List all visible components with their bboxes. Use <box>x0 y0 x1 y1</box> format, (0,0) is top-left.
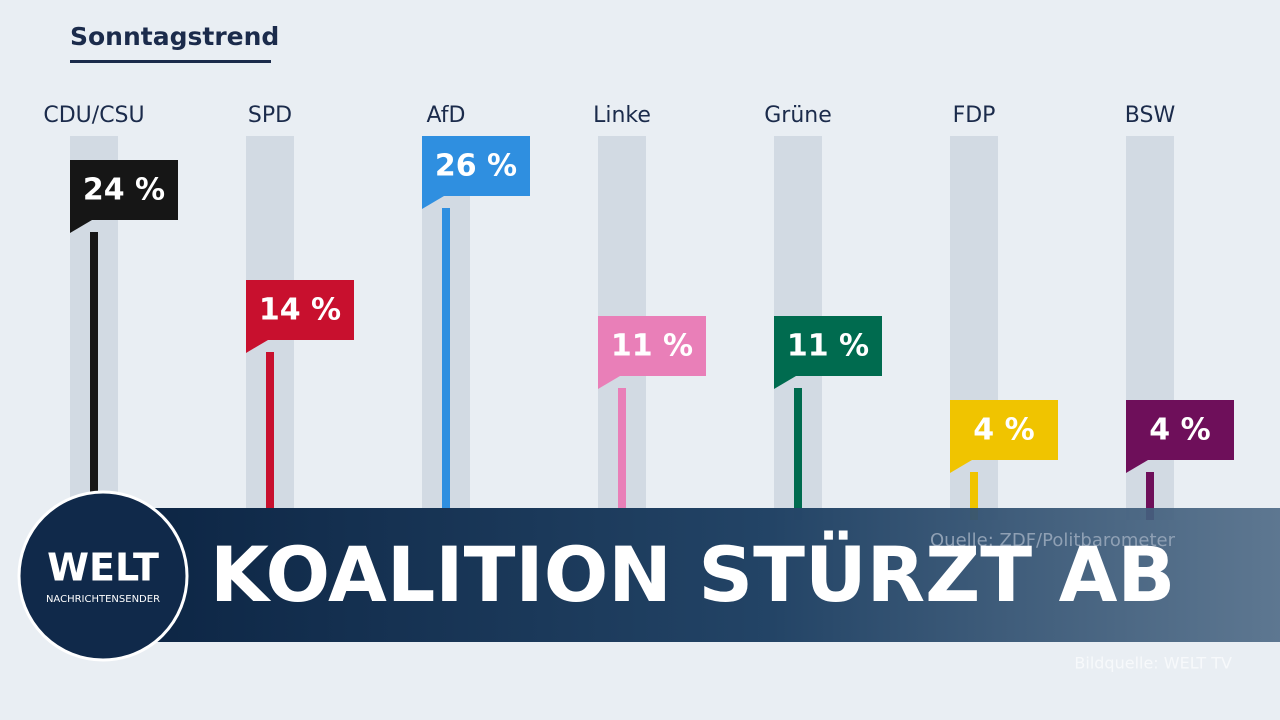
image-credit: Bildquelle: WELT TV <box>1074 654 1232 673</box>
label-box <box>950 400 1058 460</box>
category-label: CDU/CSU <box>43 103 144 128</box>
bar <box>1146 472 1154 520</box>
label-tail <box>774 376 796 389</box>
label-tail <box>598 376 620 389</box>
headline: KOALITION STÜRZT AB <box>210 529 1175 619</box>
logo-subtitle: NACHRICHTENSENDER <box>46 594 160 605</box>
headline-band <box>150 508 1280 642</box>
lower-third: Quelle: ZDF/Politbarometer KOALITION STÜ… <box>17 490 1280 673</box>
label-box <box>246 280 354 340</box>
chart-title: Sonntagstrend <box>70 22 279 51</box>
label-box <box>598 316 706 376</box>
value-label: 4 % <box>973 413 1034 448</box>
chart: CDU/CSU 24 % SPD 14 % AfD 26 % Linke 11 % Grüne 1… <box>43 103 1234 520</box>
bar <box>618 388 626 520</box>
label-box <box>422 136 530 196</box>
label-tail <box>1126 460 1148 473</box>
category-label: Linke <box>593 103 651 128</box>
bar <box>970 472 978 520</box>
category-label: SPD <box>248 103 292 128</box>
label-tail <box>422 196 444 209</box>
bar <box>794 388 802 520</box>
value-label: 11 % <box>787 329 869 364</box>
value-label: 24 % <box>83 173 165 208</box>
value-label: 14 % <box>259 293 341 328</box>
value-label: 4 % <box>1149 413 1210 448</box>
label-box <box>1126 400 1234 460</box>
category-label: FDP <box>953 103 996 128</box>
bar <box>266 352 274 520</box>
bar <box>442 208 450 520</box>
logo-circle <box>17 490 189 662</box>
label-box <box>774 316 882 376</box>
label-tail <box>950 460 972 473</box>
logo: WELT <box>47 546 159 590</box>
label-tail <box>70 220 92 233</box>
value-label: 11 % <box>611 329 693 364</box>
value-label: 26 % <box>435 149 517 184</box>
category-label: BSW <box>1125 103 1176 128</box>
category-label: AfD <box>427 103 466 128</box>
category-label: Grüne <box>764 103 832 128</box>
source-note: Quelle: ZDF/Politbarometer <box>930 530 1176 551</box>
title-underline <box>70 60 271 63</box>
label-tail <box>246 340 268 353</box>
bar <box>90 232 98 520</box>
label-box <box>70 160 178 220</box>
